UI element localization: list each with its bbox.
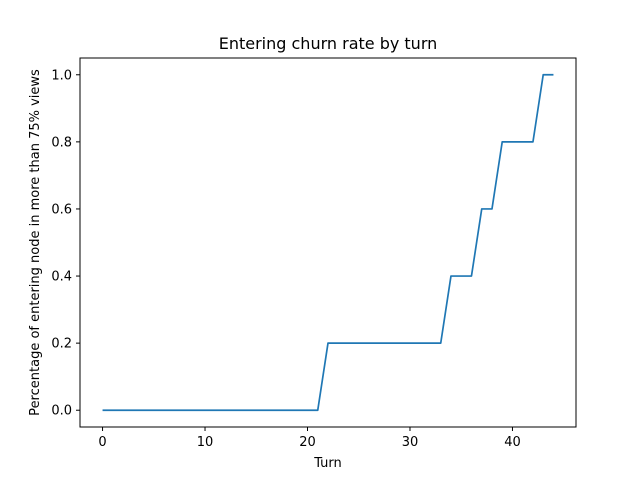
y-axis-title: Percentage of entering node in more than… (28, 69, 43, 416)
x-axis-title: Turn (313, 456, 342, 471)
y-tick-label: 0.8 (51, 135, 72, 150)
x-tick-label: 20 (299, 435, 316, 450)
axis-ticks: 0 10 20 30 40 0.0 0.2 0.4 0.6 0.8 1.0 (51, 68, 520, 450)
y-tick-label: 1.0 (51, 68, 72, 83)
y-tick-label: 0.2 (51, 337, 72, 352)
y-tick-label: 0.0 (51, 404, 72, 419)
chart-title: Entering churn rate by turn (219, 34, 438, 53)
x-tick-label: 40 (504, 435, 521, 450)
y-tick-label: 0.4 (51, 270, 72, 285)
y-tick-label: 0.6 (51, 202, 72, 217)
x-tick-label: 10 (197, 435, 214, 450)
x-tick-label: 30 (402, 435, 419, 450)
series-line (102, 73, 554, 412)
x-tick-label: 0 (98, 435, 106, 450)
plot-series (102, 73, 554, 412)
plot-frame (79, 57, 577, 428)
